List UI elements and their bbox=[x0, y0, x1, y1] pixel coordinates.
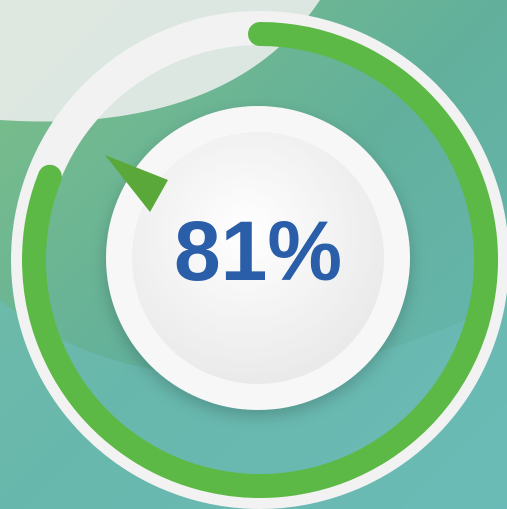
pointer bbox=[105, 155, 168, 212]
inner-disc bbox=[132, 132, 384, 384]
percent-label: 81% bbox=[174, 204, 342, 298]
progress-arc bbox=[22, 22, 498, 498]
